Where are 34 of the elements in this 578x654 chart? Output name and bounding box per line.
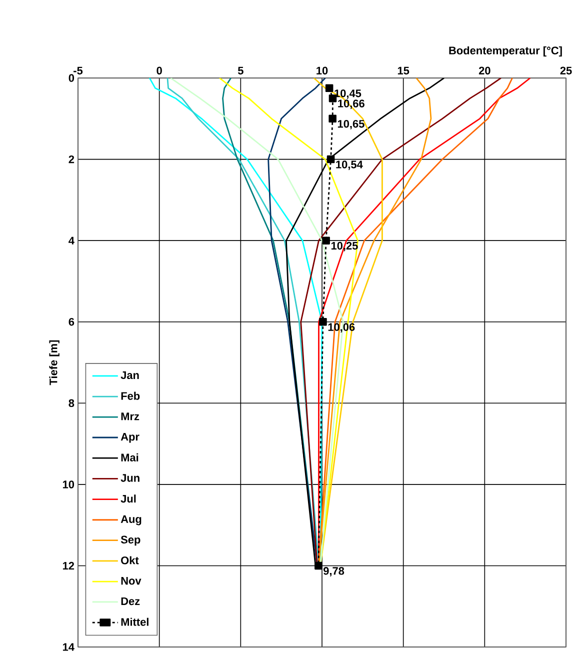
data-label: 10,65 — [338, 120, 364, 130]
legend-label: Jan — [120, 371, 139, 380]
y-tick-label: 8 — [68, 399, 74, 408]
legend-label: Feb — [121, 392, 140, 400]
y-tick-label: 14 — [62, 643, 74, 651]
y-tick-label: 12 — [62, 562, 74, 570]
x-tick-label: -5 — [74, 66, 83, 74]
x-tick-label: 0 — [156, 66, 162, 74]
legend-label: Nov — [121, 577, 142, 585]
x-tick-label: 5 — [238, 66, 244, 74]
y-axis-title: Tiefe [m] — [49, 340, 60, 386]
legend-label: Mittel — [121, 618, 148, 626]
data-label: 9,78 — [323, 567, 344, 576]
x-tick-label: 25 — [560, 66, 572, 74]
legend-label: Jun — [120, 474, 140, 482]
legend-label: Mrz — [121, 412, 140, 420]
legend-label: Okt — [121, 556, 139, 564]
x-tick-label: 15 — [398, 66, 410, 74]
data-label: 10,54 — [336, 160, 363, 170]
x-tick-label: 20 — [478, 66, 490, 74]
x-tick-label: 10 — [316, 66, 328, 74]
legend-label: Sep — [120, 536, 140, 546]
y-tick-label: 6 — [68, 318, 74, 326]
y-tick-label: 10 — [62, 480, 74, 488]
x-axis-title: Bodentemperatur [°C] — [449, 46, 562, 57]
y-tick-label: 4 — [68, 236, 74, 244]
legend-label: Apr — [120, 432, 140, 443]
legend-label: Aug — [120, 515, 142, 526]
y-tick-label: 0 — [68, 74, 74, 82]
legend-label: Mai — [121, 453, 138, 462]
legend-label: Jul — [120, 494, 136, 503]
y-tick-label: 2 — [68, 155, 74, 164]
data-label: 10,45 — [334, 89, 362, 99]
legend-label: Dez — [121, 597, 140, 606]
